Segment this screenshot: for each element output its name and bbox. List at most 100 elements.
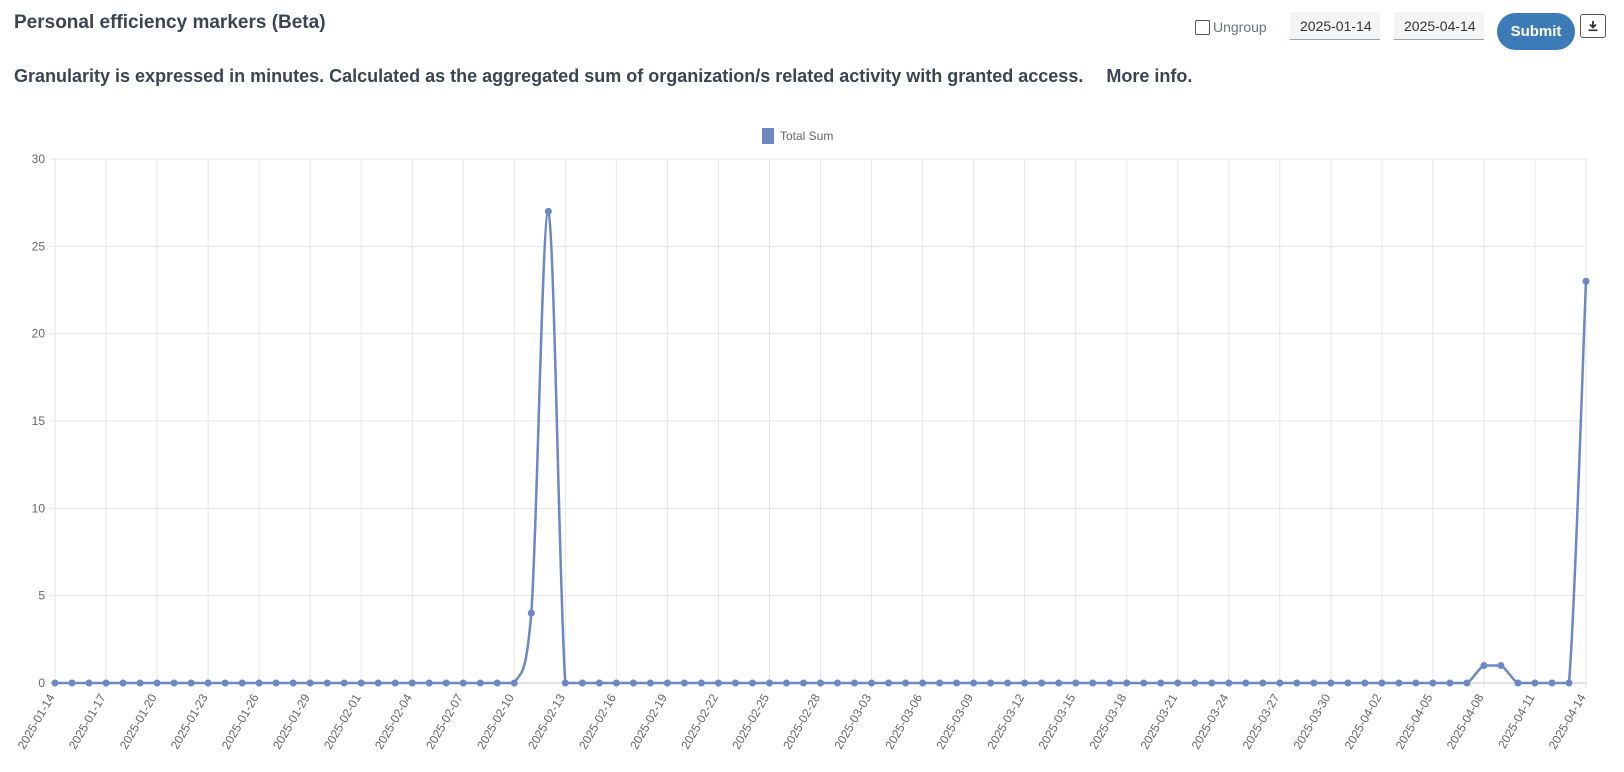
x-tick-label: 2025-04-08 bbox=[1444, 691, 1487, 751]
data-point bbox=[1310, 679, 1318, 687]
x-tick-label: 2025-02-07 bbox=[423, 691, 466, 751]
x-tick-label: 2025-02-19 bbox=[627, 691, 670, 751]
data-point bbox=[1242, 679, 1250, 687]
data-point bbox=[306, 679, 314, 687]
data-point bbox=[646, 679, 654, 687]
data-point bbox=[714, 679, 722, 687]
ungroup-toggle[interactable]: Ungroup bbox=[1195, 19, 1267, 35]
data-point bbox=[697, 679, 705, 687]
x-tick-label: 2025-01-23 bbox=[168, 691, 211, 751]
data-point bbox=[680, 679, 688, 687]
y-tick-label: 0 bbox=[38, 676, 45, 690]
data-point bbox=[561, 679, 569, 687]
data-point bbox=[595, 679, 603, 687]
data-point bbox=[425, 679, 433, 687]
legend-swatch bbox=[762, 128, 774, 144]
data-point bbox=[340, 679, 348, 687]
data-point bbox=[902, 679, 910, 687]
data-point bbox=[1225, 679, 1233, 687]
data-point bbox=[221, 679, 229, 687]
x-tick-label: 2025-02-25 bbox=[729, 691, 772, 751]
y-tick-label: 25 bbox=[32, 239, 46, 253]
data-point bbox=[442, 679, 450, 687]
submit-button[interactable]: Submit bbox=[1497, 13, 1575, 50]
data-point bbox=[68, 679, 76, 687]
data-point bbox=[119, 679, 127, 687]
x-tick-label: 2025-03-18 bbox=[1086, 691, 1129, 751]
data-point bbox=[102, 679, 110, 687]
data-point bbox=[510, 679, 518, 687]
y-tick-label: 10 bbox=[32, 501, 46, 515]
data-point bbox=[1463, 679, 1471, 687]
data-point bbox=[1021, 679, 1029, 687]
x-tick-label: 2025-03-24 bbox=[1189, 691, 1232, 751]
data-point bbox=[731, 679, 739, 687]
x-tick-label: 2025-03-03 bbox=[831, 691, 874, 751]
data-point bbox=[1072, 679, 1080, 687]
data-point bbox=[204, 679, 212, 687]
data-point bbox=[476, 679, 484, 687]
x-tick-label: 2025-02-10 bbox=[474, 691, 517, 751]
more-info-link[interactable]: More info. bbox=[1106, 66, 1193, 86]
x-tick-label: 2025-01-26 bbox=[219, 691, 262, 751]
data-point bbox=[1582, 277, 1590, 285]
data-point bbox=[153, 679, 161, 687]
subtitle-row: Granularity is expressed in minutes. Cal… bbox=[14, 66, 1192, 87]
data-point bbox=[1446, 679, 1454, 687]
data-point bbox=[1395, 679, 1403, 687]
data-point bbox=[323, 679, 331, 687]
data-point bbox=[885, 679, 893, 687]
data-point bbox=[1208, 679, 1216, 687]
data-point bbox=[1259, 679, 1267, 687]
x-tick-label: 2025-02-28 bbox=[780, 691, 823, 751]
x-tick-label: 2025-02-22 bbox=[678, 691, 721, 751]
data-point bbox=[799, 679, 807, 687]
data-point bbox=[1293, 679, 1301, 687]
download-button[interactable] bbox=[1580, 14, 1606, 38]
page-title: Personal efficiency markers (Beta) bbox=[14, 12, 326, 33]
data-point bbox=[1089, 679, 1097, 687]
data-point bbox=[272, 679, 280, 687]
data-point bbox=[527, 609, 535, 617]
x-tick-label: 2025-02-01 bbox=[321, 691, 364, 751]
x-tick-label: 2025-01-20 bbox=[117, 691, 160, 751]
start-date-input[interactable] bbox=[1290, 12, 1380, 40]
x-tick-label: 2025-01-14 bbox=[15, 691, 58, 751]
data-point bbox=[578, 679, 586, 687]
data-point bbox=[1055, 679, 1063, 687]
data-point bbox=[987, 679, 995, 687]
data-point bbox=[1361, 679, 1369, 687]
data-point bbox=[289, 679, 297, 687]
data-point bbox=[170, 679, 178, 687]
y-tick-label: 5 bbox=[38, 589, 45, 603]
ungroup-checkbox[interactable] bbox=[1195, 19, 1210, 35]
data-point bbox=[1191, 679, 1199, 687]
x-tick-label: 2025-04-02 bbox=[1342, 691, 1385, 751]
data-point bbox=[868, 679, 876, 687]
data-point bbox=[85, 679, 93, 687]
y-tick-label: 30 bbox=[32, 152, 46, 166]
data-point bbox=[238, 679, 246, 687]
data-point bbox=[1174, 679, 1182, 687]
y-tick-label: 15 bbox=[32, 414, 46, 428]
data-point bbox=[187, 679, 195, 687]
x-tick-label: 2025-01-29 bbox=[270, 691, 313, 751]
data-point bbox=[1327, 679, 1335, 687]
data-point bbox=[1038, 679, 1046, 687]
data-point bbox=[1565, 679, 1573, 687]
data-point bbox=[1276, 679, 1284, 687]
data-point bbox=[136, 679, 144, 687]
x-tick-label: 2025-03-06 bbox=[882, 691, 925, 751]
data-point bbox=[936, 679, 944, 687]
data-point bbox=[1004, 679, 1012, 687]
x-tick-label: 2025-03-27 bbox=[1240, 691, 1283, 751]
data-point bbox=[1429, 679, 1437, 687]
data-point bbox=[748, 679, 756, 687]
end-date-input[interactable] bbox=[1394, 12, 1484, 40]
data-point bbox=[970, 679, 978, 687]
toolbar: Ungroup Submit bbox=[0, 12, 1624, 52]
data-point bbox=[1157, 679, 1165, 687]
data-point bbox=[1140, 679, 1148, 687]
x-tick-label: 2025-04-05 bbox=[1393, 691, 1436, 751]
data-point bbox=[612, 679, 620, 687]
